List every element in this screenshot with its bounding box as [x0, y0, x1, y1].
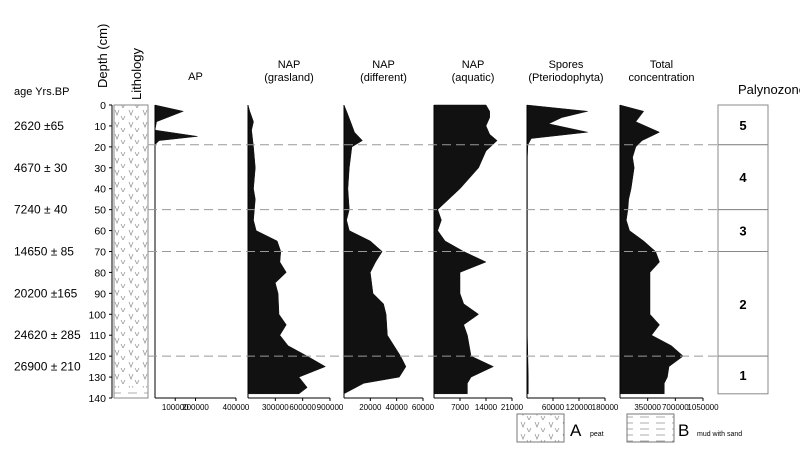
- age-label: 26900 ± 210: [14, 360, 81, 374]
- age-label: 7240 ± 40: [14, 203, 68, 217]
- panel-3: NAP (aquatic) 7000 14000 21000: [433, 59, 524, 412]
- palynozone-label: 5: [739, 118, 746, 133]
- x-tick-label: 60000: [412, 403, 435, 412]
- area-series: [619, 104, 684, 395]
- lithology-label: Lithology: [129, 47, 144, 100]
- x-tick-label: 7000: [451, 403, 469, 412]
- palynozone-label: 3: [739, 224, 746, 239]
- palynozone-column: 5 4 3 2 1: [717, 104, 769, 395]
- depth-axis-label: Depth (cm): [95, 24, 110, 88]
- panel-title: NAP (aquatic): [452, 59, 495, 84]
- palynozone-cell: [717, 104, 769, 146]
- x-tick-label: 400000: [223, 403, 250, 412]
- legend: A peat B mud with sand: [516, 413, 742, 443]
- depth-tick-label: 50: [94, 205, 106, 217]
- x-tick-label: 900000: [317, 403, 344, 412]
- age-column-label: age Yrs.BP: [14, 86, 69, 98]
- depth-tick-label: 10: [94, 121, 106, 133]
- panel-title: Spores (Pteriodophyta): [528, 59, 603, 84]
- x-tick-label: 14000: [475, 403, 498, 412]
- depth-tick-label: 110: [89, 330, 106, 342]
- palynozone-label: 1: [739, 368, 746, 383]
- panel-2: NAP (different) 20000 40000 60000: [343, 59, 435, 412]
- palynozone-label: 4: [739, 170, 747, 185]
- depth-tick-label: 140: [88, 393, 106, 405]
- depth-tick-label: 130: [88, 372, 106, 384]
- area-series: [343, 104, 407, 395]
- palynozone-label: 2: [739, 297, 746, 312]
- legend-b-swatch: [626, 413, 675, 443]
- age-label: 4670 ± 30: [14, 161, 68, 175]
- age-label: 24620 ± 285: [14, 328, 81, 342]
- depth-tick-label: 120: [88, 351, 106, 363]
- age-label: 2620 ±65: [14, 119, 64, 133]
- area-series: [433, 104, 498, 395]
- panel-title: AP: [188, 71, 203, 83]
- lithology-unit-b: [114, 387, 148, 398]
- area-series: [526, 104, 588, 395]
- x-tick-label: 180000: [592, 403, 619, 412]
- panel-title: Total concentration: [628, 59, 694, 84]
- depth-tick-label: 20: [94, 142, 106, 154]
- legend-b-text: mud with sand: [697, 431, 742, 438]
- zone-boundaries: [148, 144, 718, 357]
- x-tick-label: 300000: [262, 403, 289, 412]
- x-tick-label: 200000: [182, 403, 209, 412]
- depth-tick-label: 100: [88, 309, 106, 321]
- x-tick-label: 600000: [289, 403, 316, 412]
- panel-title: NAP (different): [360, 59, 407, 84]
- area-series: [247, 104, 326, 395]
- x-tick-label: 120000: [566, 403, 593, 412]
- x-tick-label: 40000: [386, 403, 409, 412]
- depth-tick-label: 70: [94, 247, 106, 259]
- x-tick-label: 350000: [634, 403, 661, 412]
- legend-a-text: peat: [590, 431, 604, 438]
- age-labels: 2620 ±65 4670 ± 30 7240 ± 40 14650 ± 85 2020…: [14, 119, 81, 374]
- palynozone-cell: [717, 209, 769, 252]
- panel-title: NAP (grasland): [264, 59, 314, 84]
- lithology-unit-a: [114, 105, 148, 388]
- x-tick-label: 100000: [162, 403, 189, 412]
- panel-1: NAP (grasland) 300000 600000 900000: [247, 59, 344, 412]
- area-series: [154, 104, 198, 394]
- panel-4: Spores (Pteriodophyta) 60000 120000 180000: [526, 59, 619, 412]
- age-label: 14650 ± 85: [14, 245, 74, 259]
- legend-b-letter: B: [678, 421, 689, 440]
- age-label: 20200 ±165: [14, 286, 78, 300]
- legend-a-letter: A: [570, 421, 582, 440]
- x-tick-label: 700000: [662, 403, 689, 412]
- palynozone-cell: [717, 251, 769, 357]
- depth-tick-label: 40: [94, 184, 106, 196]
- depth-tick-label: 60: [94, 226, 106, 238]
- x-tick-label: 21000: [501, 403, 524, 412]
- depth-tick-label: 0: [100, 100, 106, 112]
- x-tick-label: 20000: [359, 403, 382, 412]
- x-tick-label: 60000: [542, 403, 565, 412]
- palynozone-label: Palynozone: [738, 82, 800, 97]
- depth-tick-label: 80: [94, 267, 106, 279]
- depth-tick-label: 30: [94, 163, 106, 175]
- x-tick-label: 1050000: [687, 403, 719, 412]
- palynozone-cell: [717, 355, 769, 395]
- depth-axis: 0 10 20 30 40 50 60 70 80 90 100 110 120 130 140: [88, 100, 113, 405]
- depth-tick-label: 90: [94, 288, 106, 300]
- lithology-column: [113, 104, 149, 399]
- legend-a-swatch: [516, 413, 565, 443]
